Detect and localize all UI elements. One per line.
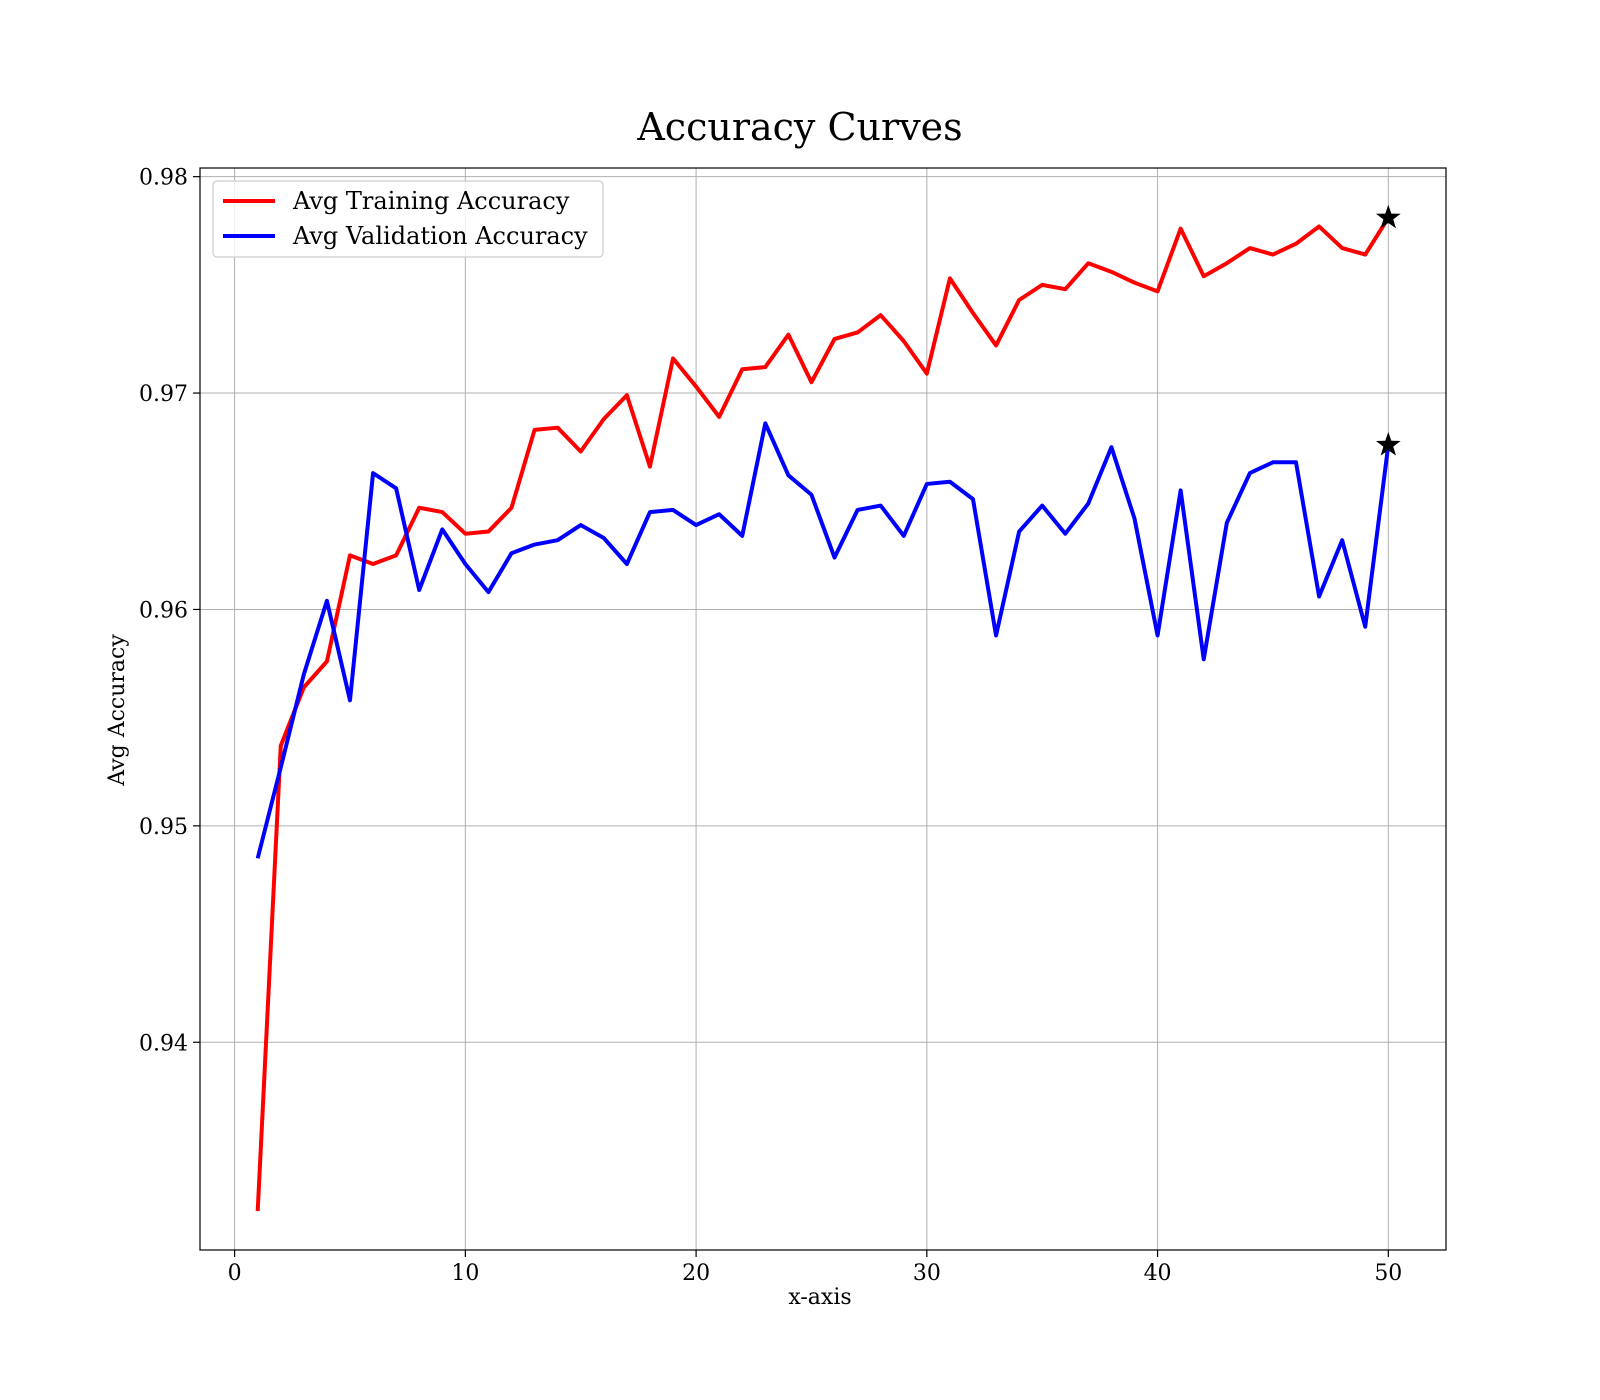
plot-frame <box>199 167 1447 1251</box>
x-tick-label: 20 <box>682 1261 710 1286</box>
legend-label-validation: Avg Validation Accuracy <box>292 222 588 250</box>
y-tick-label: 0.94 <box>139 1031 188 1056</box>
y-axis-label: Avg Accuracy <box>105 634 130 787</box>
x-axis-label: x-axis <box>788 1285 851 1310</box>
y-tick-label: 0.98 <box>139 166 188 191</box>
axis-ticks: 0 10 20 30 40 50 0.94 0.95 0.96 0.97 0.98 <box>139 166 1402 1286</box>
grid-lines <box>200 168 1446 1250</box>
training-best-star-icon <box>1375 204 1401 229</box>
x-tick-label: 30 <box>913 1261 941 1286</box>
legend: Avg Training Accuracy Avg Validation Acc… <box>212 180 604 258</box>
legend-label-training: Avg Training Accuracy <box>292 187 570 215</box>
validation-best-star-icon <box>1375 431 1401 456</box>
y-tick-label: 0.96 <box>139 598 188 623</box>
x-tick-label: 0 <box>228 1261 242 1286</box>
series-lines <box>255 216 1391 1212</box>
x-tick-label: 40 <box>1144 1261 1172 1286</box>
training-accuracy-line <box>255 216 1391 1212</box>
best-markers <box>1375 204 1401 456</box>
chart-title: Accuracy Curves <box>636 105 962 149</box>
legend-box <box>212 180 604 258</box>
y-tick-label: 0.95 <box>139 815 188 840</box>
x-tick-label: 50 <box>1374 1261 1402 1286</box>
x-tick-label: 10 <box>451 1261 479 1286</box>
validation-accuracy-line <box>255 421 1391 859</box>
y-tick-label: 0.97 <box>139 382 188 407</box>
